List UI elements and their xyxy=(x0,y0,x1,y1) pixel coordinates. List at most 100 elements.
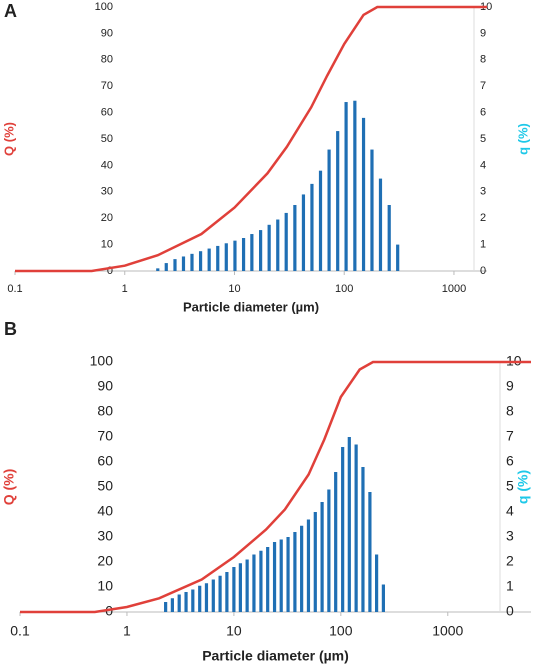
bar xyxy=(354,444,358,612)
y2-tick-label: 1 xyxy=(506,578,514,594)
bar xyxy=(361,117,366,271)
bar xyxy=(272,542,277,612)
bar xyxy=(301,194,306,271)
y-tick-label: 10 xyxy=(97,578,113,594)
x-tick-label: 100 xyxy=(329,623,353,639)
bar xyxy=(361,467,365,612)
y2-tick-label: 7 xyxy=(506,428,514,444)
bar xyxy=(310,183,314,271)
y2-tick-label: 6 xyxy=(480,107,486,119)
bar xyxy=(370,149,374,271)
bar xyxy=(286,537,290,612)
panel-label: B xyxy=(4,319,17,339)
bar xyxy=(216,245,220,271)
x-axis-label: Particle diameter (µm) xyxy=(202,648,349,664)
y-tick-label: 20 xyxy=(97,553,113,569)
y2-tick-label: 4 xyxy=(506,503,514,519)
bar xyxy=(284,212,288,271)
bar xyxy=(306,519,311,612)
bar xyxy=(207,248,211,271)
bar xyxy=(276,219,280,271)
y2-tick-label: 9 xyxy=(506,378,514,394)
y-tick-label: 70 xyxy=(97,428,113,444)
y2-tick-label: 6 xyxy=(506,453,514,469)
x-axis-label: Particle diameter (µm) xyxy=(183,299,319,314)
bar xyxy=(341,447,345,612)
bar xyxy=(293,532,297,612)
y2-tick-label: 8 xyxy=(480,54,486,66)
bar xyxy=(224,243,228,271)
bar xyxy=(241,238,246,271)
x-tick-label: 1 xyxy=(122,283,128,295)
bar xyxy=(375,554,379,612)
y-tick-label: 40 xyxy=(97,503,113,519)
bar xyxy=(156,268,160,271)
bar xyxy=(387,205,391,271)
y-tick-label: 50 xyxy=(97,478,113,494)
bar xyxy=(300,525,304,612)
y-tick-label: 90 xyxy=(101,27,113,39)
y-axis-label: Q (%) xyxy=(1,469,17,506)
y2-tick-label: 3 xyxy=(506,528,514,544)
y2-tick-label: 4 xyxy=(480,159,486,171)
bar xyxy=(225,572,229,612)
bar xyxy=(245,559,249,612)
y2-tick-label: 2 xyxy=(480,212,486,224)
y2-tick-label: 5 xyxy=(506,478,514,494)
bar xyxy=(252,554,256,612)
bar xyxy=(204,583,209,612)
bar xyxy=(378,178,383,271)
bar xyxy=(353,100,357,271)
y-tick-label: 30 xyxy=(97,528,113,544)
bar xyxy=(327,489,331,612)
bar xyxy=(266,547,270,612)
x-tick-label: 0.1 xyxy=(7,283,22,295)
bar xyxy=(173,259,177,271)
bar xyxy=(327,149,331,271)
bar xyxy=(164,602,168,612)
x-tick-label: 1000 xyxy=(432,623,463,639)
bar xyxy=(267,224,271,271)
y2-axis-label: q (%) xyxy=(515,470,531,504)
bar xyxy=(344,102,348,271)
bar xyxy=(198,251,203,271)
y2-tick-label: 9 xyxy=(480,27,486,39)
bar xyxy=(279,539,283,612)
bar xyxy=(232,567,236,612)
y2-tick-label: 0 xyxy=(480,265,486,277)
bar xyxy=(347,437,351,612)
y-tick-label: 80 xyxy=(101,54,113,66)
y2-tick-label: 1 xyxy=(480,239,486,251)
y2-tick-label: 0 xyxy=(506,603,514,619)
bar xyxy=(218,575,222,612)
y-tick-label: 100 xyxy=(90,353,114,369)
y-tick-label: 0 xyxy=(107,265,113,277)
bar xyxy=(259,550,263,612)
y2-axis-label: q (%) xyxy=(515,123,530,155)
y-tick-label: 30 xyxy=(101,186,113,198)
bar xyxy=(259,230,263,271)
bar xyxy=(334,472,338,612)
bar xyxy=(181,256,186,271)
y2-tick-label: 3 xyxy=(480,186,486,198)
bar xyxy=(170,598,174,612)
x-tick-label: 1 xyxy=(123,623,131,639)
x-tick-label: 0.1 xyxy=(10,623,30,639)
x-tick-label: 10 xyxy=(226,623,242,639)
bar xyxy=(381,584,385,612)
x-tick-label: 100 xyxy=(335,283,353,295)
bar xyxy=(198,585,202,612)
bar xyxy=(177,594,181,612)
bar xyxy=(336,131,340,271)
y-tick-label: 50 xyxy=(101,133,113,145)
bar xyxy=(164,263,168,271)
y2-tick-label: 10 xyxy=(506,353,522,369)
bar xyxy=(191,589,195,612)
y2-tick-label: 5 xyxy=(480,133,486,145)
bar xyxy=(313,512,317,612)
y2-tick-label: 8 xyxy=(506,403,514,419)
x-tick-label: 10 xyxy=(228,283,240,295)
cumulative-line xyxy=(15,5,487,273)
y-tick-label: 100 xyxy=(95,1,113,13)
